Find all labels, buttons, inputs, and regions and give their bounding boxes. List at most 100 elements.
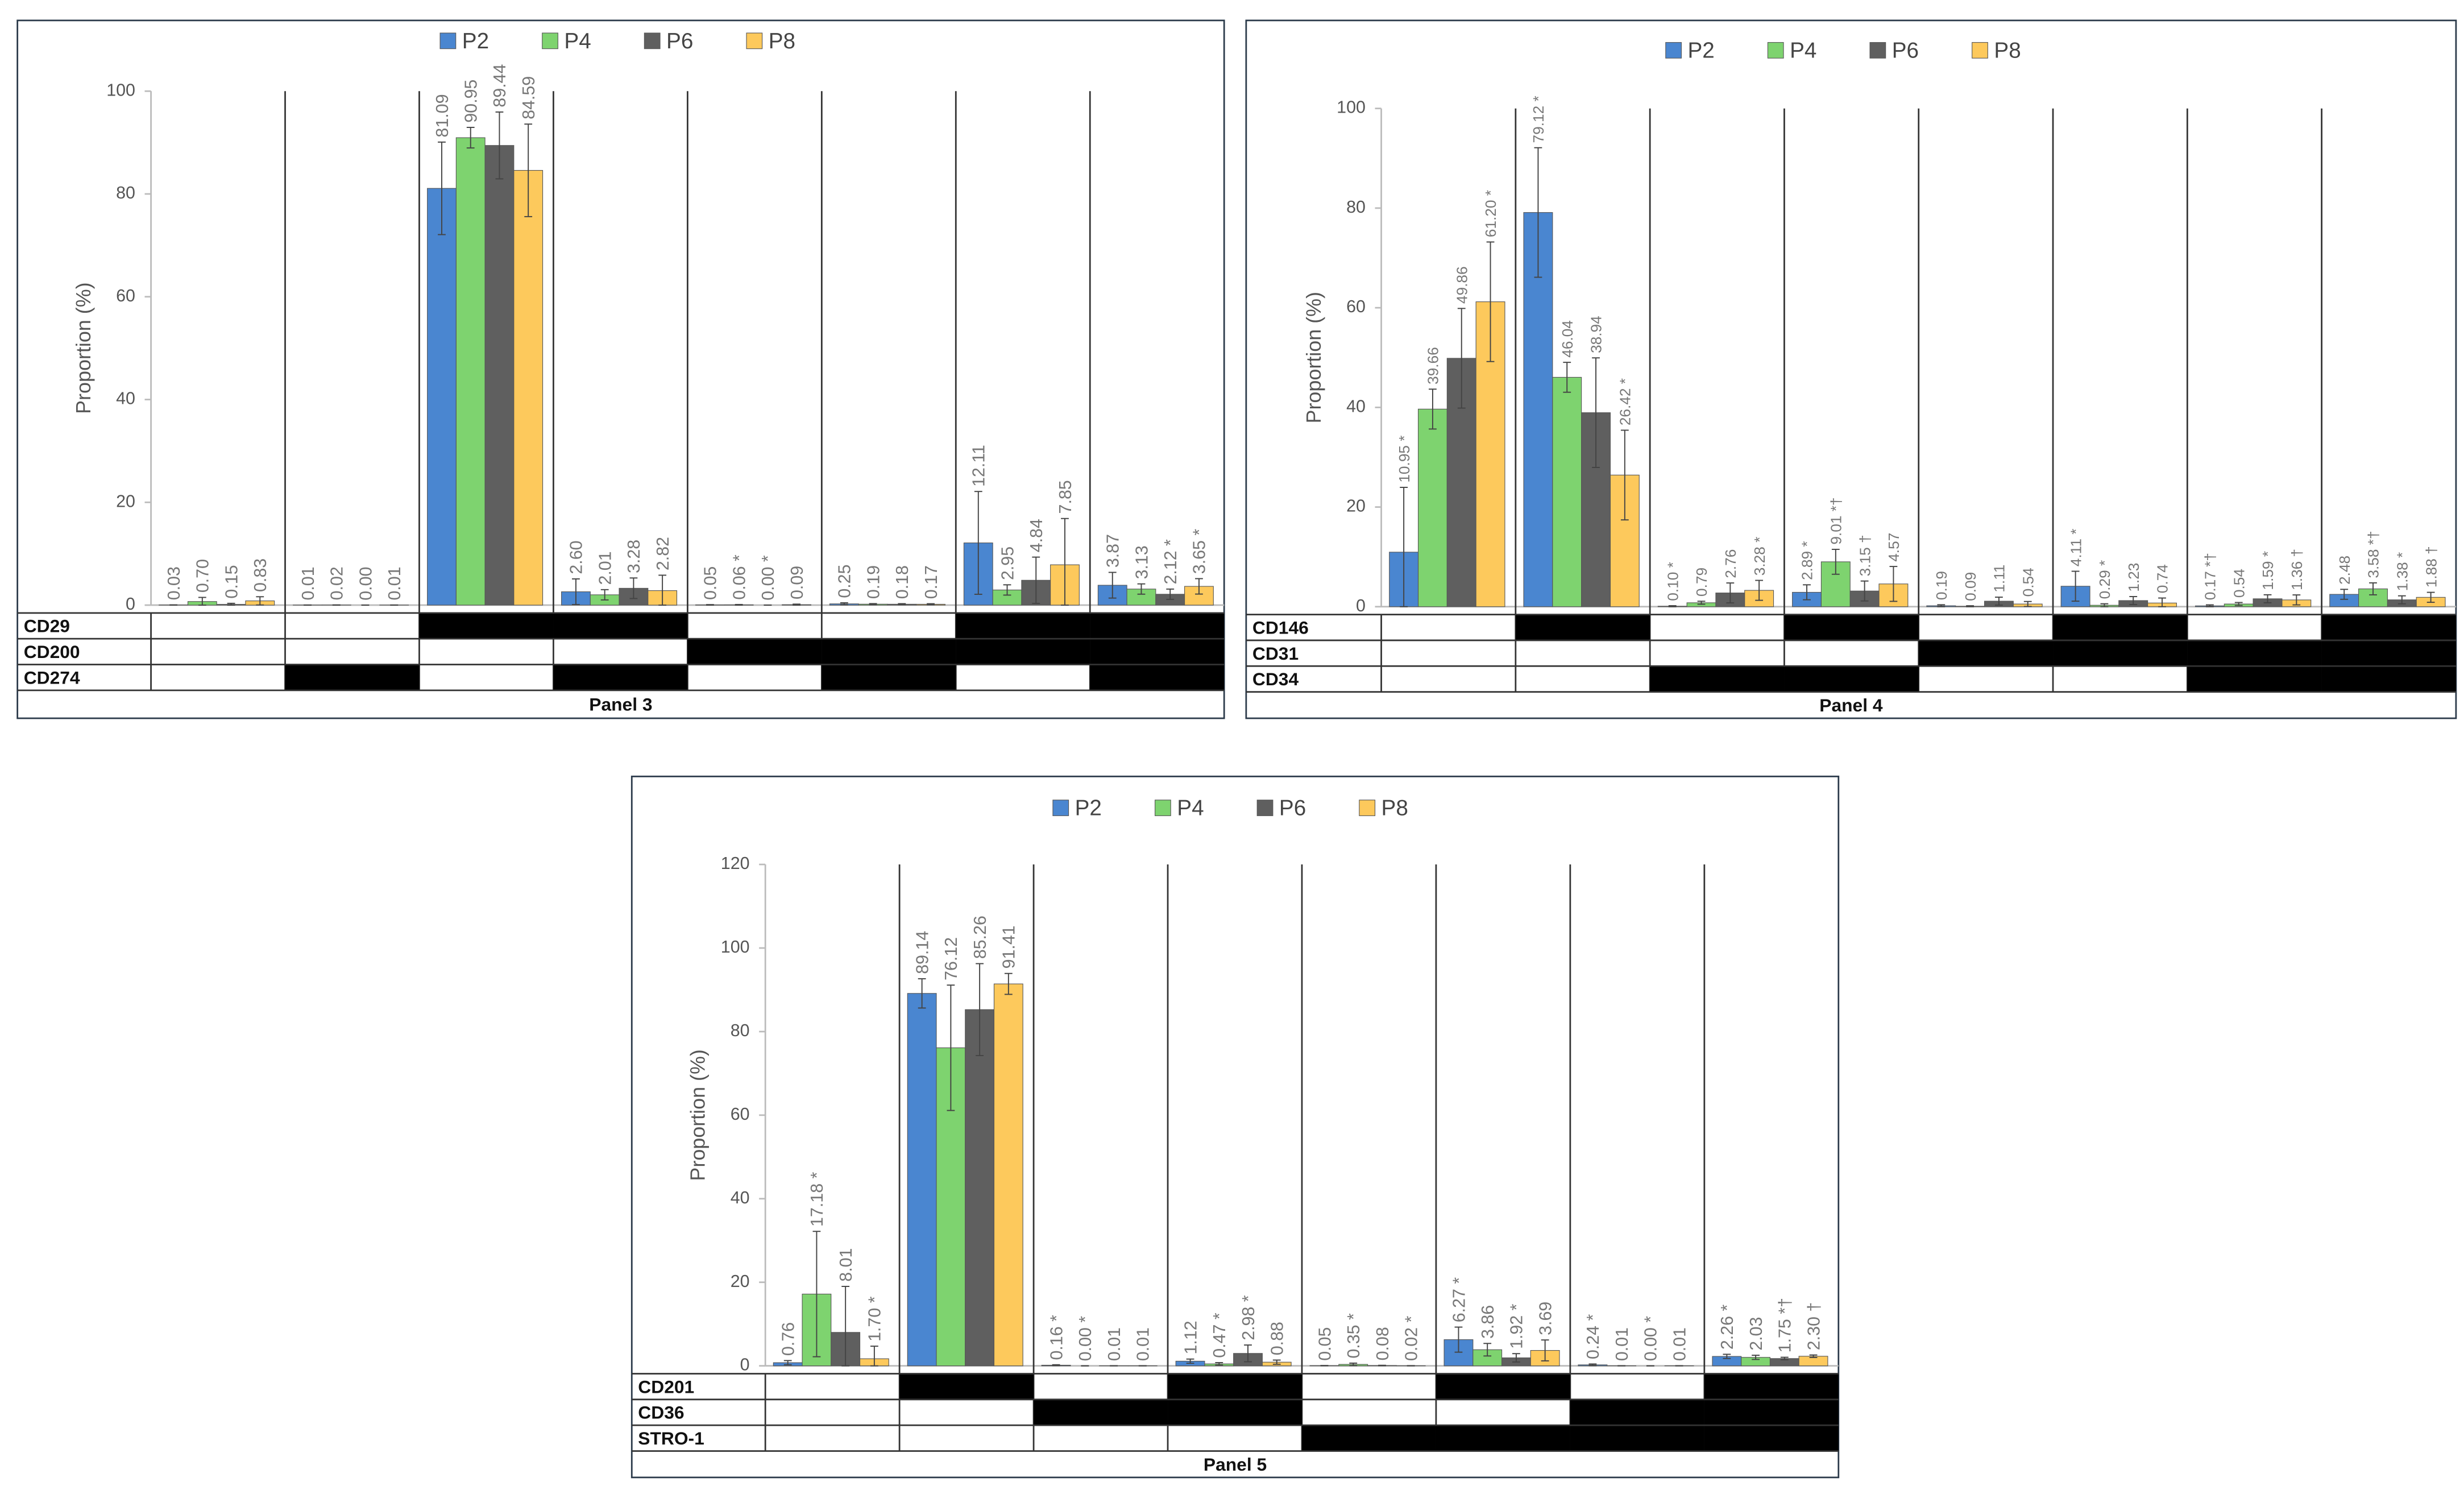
marker-cell	[1784, 614, 1919, 640]
legend-swatch	[1359, 800, 1376, 816]
value-label: 2.12 *	[1161, 539, 1180, 585]
value-label: 4.11 *	[2067, 529, 2084, 567]
value-label: 0.25	[835, 565, 854, 598]
value-label: 0.76	[778, 1322, 798, 1356]
marker-cell	[822, 664, 956, 690]
value-label: 61.20 *	[1482, 190, 1499, 237]
marker-cell	[1570, 1399, 1704, 1426]
marker-name: CD31	[1252, 643, 1299, 664]
value-label: 3.65 *	[1190, 529, 1209, 574]
value-label: 1.70 *	[865, 1296, 885, 1342]
marker-cell	[1034, 1399, 1168, 1426]
value-label: 85.26	[970, 916, 990, 959]
marker-cell	[2321, 640, 2456, 667]
value-label: 12.11	[969, 445, 989, 487]
value-label: 2.60	[567, 540, 586, 574]
value-label: 0.17 *†	[2202, 553, 2219, 600]
legend-swatch	[1052, 800, 1069, 816]
legend-swatch	[644, 32, 661, 49]
value-label: 38.94	[1588, 316, 1605, 353]
value-label: 1.12	[1181, 1321, 1200, 1354]
value-label: 2.95	[998, 547, 1017, 580]
value-label: 0.05	[701, 566, 720, 600]
value-label: 89.44	[490, 64, 509, 107]
marker-cell	[2321, 614, 2456, 640]
legend-swatch	[1665, 42, 1682, 59]
marker-cell	[1570, 1425, 1704, 1451]
y-tick-label: 100	[1337, 98, 1366, 117]
value-label: 2.76	[1722, 549, 1739, 578]
value-label: 0.00 *	[758, 555, 778, 601]
value-label: 4.57	[1885, 533, 1902, 562]
panel-title: Panel 5	[1204, 1454, 1267, 1475]
marker-cell	[2187, 640, 2322, 667]
value-label: 1.88 †	[2422, 546, 2440, 587]
value-label: 0.00 *	[1641, 1316, 1661, 1361]
marker-name: CD34	[1252, 669, 1299, 689]
marker-cell	[899, 1373, 1034, 1400]
panel-frame	[1245, 19, 2457, 719]
value-label: 3.69	[1536, 1302, 1555, 1335]
marker-cell	[822, 639, 956, 665]
marker-cell	[1301, 1425, 1436, 1451]
legend-label: P6	[666, 29, 693, 53]
value-label: 46.04	[1559, 320, 1576, 358]
value-label: 0.35 *	[1344, 1313, 1363, 1359]
y-tick-label: 80	[1346, 197, 1366, 217]
bar	[1417, 408, 1447, 607]
marker-cell	[1436, 1425, 1570, 1451]
value-label: 0.70	[193, 559, 213, 593]
value-label: 0.01	[385, 566, 404, 600]
marker-cell	[553, 664, 688, 690]
value-label: 2.48	[2336, 556, 2353, 585]
value-label: 0.02 *	[1401, 1315, 1421, 1361]
legend-label: P2	[1075, 796, 1102, 821]
y-tick-label: 40	[116, 389, 135, 408]
value-label: 0.54	[2230, 569, 2247, 598]
marker-name: CD29	[24, 616, 70, 636]
value-label: 0.03	[164, 566, 184, 600]
marker-cell	[2321, 666, 2456, 692]
value-label: 0.88	[1268, 1322, 1287, 1355]
marker-cell	[2053, 614, 2188, 640]
panel-title: Panel 3	[589, 694, 652, 715]
value-label: 79.12 *	[1530, 96, 1547, 143]
value-label: 84.59	[519, 76, 538, 119]
legend-label: P8	[1994, 38, 2021, 63]
value-label: 3.15 †	[1856, 535, 1873, 576]
marker-cell	[1090, 664, 1225, 690]
value-label: 0.74	[2154, 564, 2171, 593]
value-label: 0.47 *	[1210, 1313, 1229, 1358]
value-label: 3.28	[624, 540, 644, 573]
value-label: 39.66	[1425, 347, 1442, 384]
marker-name: CD274	[24, 667, 80, 688]
value-label: 3.13	[1132, 545, 1151, 579]
legend-label: P2	[462, 29, 489, 53]
bar	[993, 983, 1023, 1367]
legend-swatch	[1869, 42, 1886, 59]
value-label: 8.01	[836, 1248, 856, 1282]
bar	[1552, 376, 1582, 607]
value-label: 0.19	[1933, 571, 1950, 600]
y-tick-label: 100	[106, 80, 135, 100]
y-tick-label: 60	[1346, 297, 1366, 316]
legend-label: P4	[1790, 38, 1816, 63]
value-label: 0.05	[1315, 1327, 1334, 1361]
y-tick-label: 60	[116, 286, 135, 305]
bar	[2358, 588, 2388, 607]
y-tick-label: 20	[1346, 496, 1366, 516]
value-label: 2.89 *	[1799, 541, 1816, 580]
legend-swatch	[1972, 42, 1988, 59]
value-label: 0.01	[1134, 1327, 1153, 1361]
value-label: 1.75 *†	[1776, 1298, 1795, 1352]
value-label: 1.36 †	[2288, 549, 2305, 590]
marker-name: CD200	[24, 641, 80, 662]
value-label: 2.01	[595, 551, 615, 585]
y-tick-label: 80	[116, 183, 135, 202]
value-label: 0.16 *	[1047, 1315, 1066, 1360]
value-label: 0.00 *	[1076, 1316, 1095, 1361]
y-tick-label: 40	[1346, 396, 1366, 416]
marker-cell	[956, 639, 1090, 665]
legend-label: P4	[564, 29, 591, 53]
value-label: 0.54	[2019, 568, 2036, 597]
